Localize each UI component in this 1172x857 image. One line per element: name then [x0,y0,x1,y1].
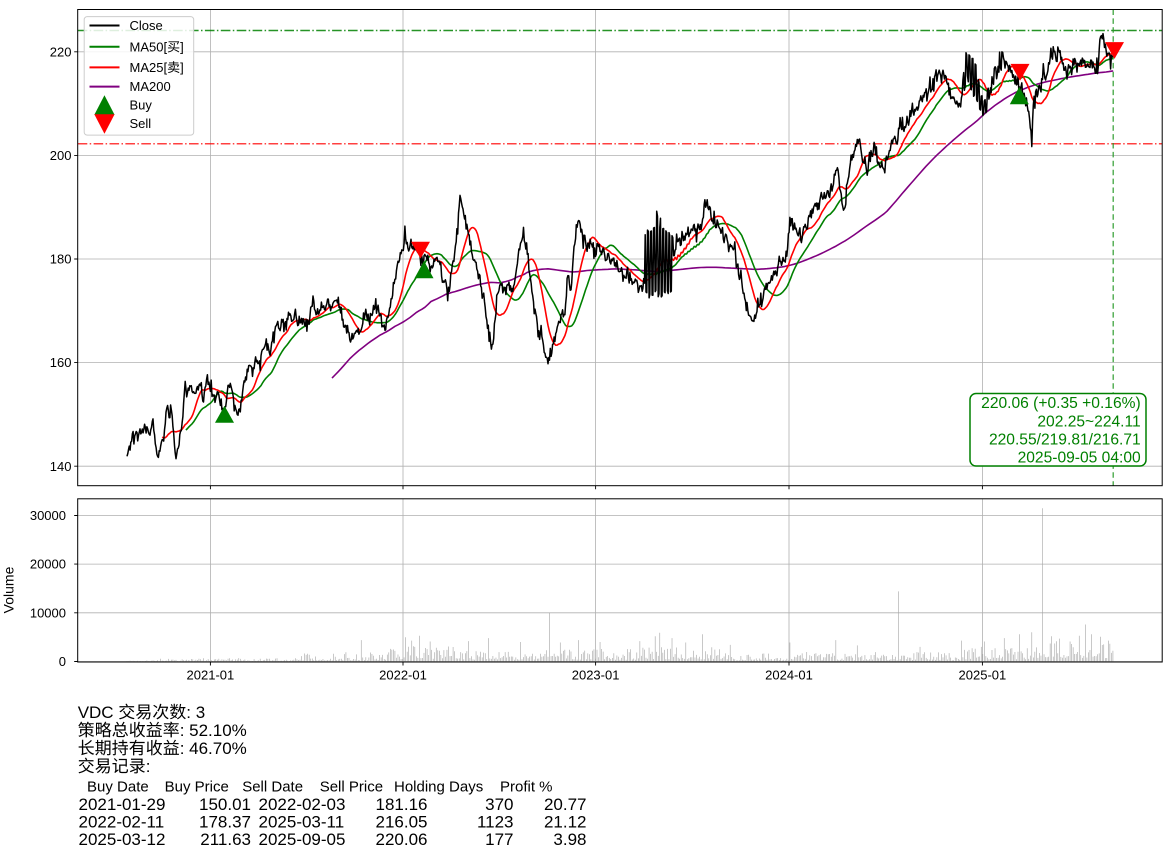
svg-text:Volume: Volume [1,566,17,613]
svg-text:2025-01: 2025-01 [959,668,1007,683]
svg-text:2025-09-05: 2025-09-05 [259,830,346,849]
svg-text:Profit %: Profit % [500,779,553,796]
svg-text:10000: 10000 [30,605,66,620]
svg-text:220.06: 220.06 [376,830,428,849]
svg-text:200: 200 [50,148,72,163]
svg-text:2022-02-03: 2022-02-03 [259,795,346,814]
svg-text:]: ] [180,60,184,75]
svg-text:0: 0 [59,654,66,669]
svg-text:VDC: VDC [78,703,114,722]
svg-text:MA200: MA200 [130,79,171,94]
svg-text:1123: 1123 [477,813,514,832]
svg-text:2022-02-11: 2022-02-11 [79,813,165,832]
svg-text:21.12: 21.12 [544,813,587,832]
svg-text:177: 177 [485,830,513,849]
svg-text:20.77: 20.77 [544,795,587,814]
svg-text:2022-01: 2022-01 [379,668,427,683]
svg-text:2021-01-29: 2021-01-29 [79,795,166,814]
svg-text:: 52.10%: : 52.10% [180,721,247,740]
svg-text:2021-01: 2021-01 [187,668,235,683]
svg-text:2025-09-05 04:00: 2025-09-05 04:00 [1018,450,1141,467]
svg-text:2025-03-11: 2025-03-11 [259,813,345,832]
svg-text:211.63: 211.63 [200,830,251,849]
svg-text:]: ] [180,39,184,54]
svg-text:150.01: 150.01 [199,795,251,814]
svg-text:160: 160 [50,355,72,370]
svg-text:2023-01: 2023-01 [572,668,620,683]
svg-text:30000: 30000 [30,508,66,523]
svg-text:2025-03-12: 2025-03-12 [79,830,166,849]
svg-text:Buy Date: Buy Date [87,779,149,796]
svg-text:140: 140 [50,459,72,474]
svg-text:216.05: 216.05 [376,813,428,832]
svg-text:220.06 (+0.35 +0.16%): 220.06 (+0.35 +0.16%) [981,395,1141,412]
svg-text:Sell Date: Sell Date [242,779,303,796]
svg-text:2024-01: 2024-01 [765,668,813,683]
svg-text:220.55/219.81/216.71: 220.55/219.81/216.71 [989,431,1141,448]
svg-text:181.16: 181.16 [376,795,428,814]
svg-text:20000: 20000 [30,557,66,572]
svg-text:Buy: Buy [130,98,153,113]
svg-text:178.37: 178.37 [199,813,251,832]
svg-text:MA25[: MA25[ [130,60,168,75]
svg-text:Close: Close [130,18,163,33]
svg-text:: 46.70%: : 46.70% [180,739,247,758]
svg-text::: : [146,757,151,776]
svg-text:202.25~224.11: 202.25~224.11 [1037,413,1140,430]
svg-text:180: 180 [50,252,72,267]
svg-text:MA50[: MA50[ [130,39,168,54]
svg-text:: 3: : 3 [186,703,205,722]
svg-text:220: 220 [50,44,72,59]
svg-text:Buy Price: Buy Price [165,779,229,796]
svg-text:Sell Price: Sell Price [320,779,383,796]
svg-text:370: 370 [485,795,513,814]
svg-text:Holding Days: Holding Days [394,779,483,796]
svg-text:3.98: 3.98 [553,830,586,849]
svg-text:Sell: Sell [130,116,152,131]
